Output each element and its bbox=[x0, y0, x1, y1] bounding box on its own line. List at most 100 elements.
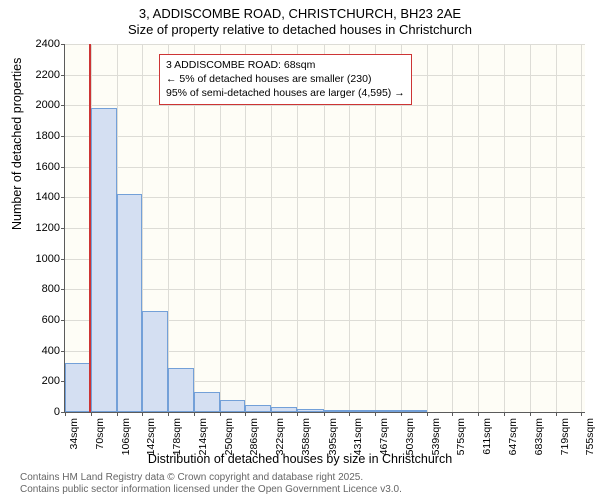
x-tick-label: 503sqm bbox=[404, 418, 416, 455]
histogram-bar bbox=[194, 392, 220, 412]
histogram-bar bbox=[220, 400, 246, 412]
x-tick-mark bbox=[581, 412, 582, 416]
x-tick-mark bbox=[375, 412, 376, 416]
chart-container: 3, ADDISCOMBE ROAD, CHRISTCHURCH, BH23 2… bbox=[0, 0, 600, 500]
y-tick-label: 1400 bbox=[20, 191, 60, 203]
y-tick-label: 200 bbox=[20, 375, 60, 387]
x-tick-mark bbox=[452, 412, 453, 416]
x-tick-mark bbox=[65, 412, 66, 416]
x-tick-mark bbox=[427, 412, 428, 416]
y-tick-label: 1600 bbox=[20, 161, 60, 173]
gridline-v bbox=[478, 44, 479, 412]
x-tick-label: 34sqm bbox=[68, 418, 80, 450]
y-tick-mark bbox=[61, 44, 65, 45]
y-axis-label: Number of detached properties bbox=[10, 58, 24, 230]
histogram-bar bbox=[245, 405, 271, 412]
y-tick-mark bbox=[61, 259, 65, 260]
x-tick-mark bbox=[556, 412, 557, 416]
x-tick-mark bbox=[504, 412, 505, 416]
gridline-v bbox=[452, 44, 453, 412]
x-tick-label: 431sqm bbox=[352, 418, 364, 455]
x-tick-label: 683sqm bbox=[533, 418, 545, 455]
y-tick-mark bbox=[61, 351, 65, 352]
x-tick-label: 395sqm bbox=[327, 418, 339, 455]
gridline-v bbox=[427, 44, 428, 412]
y-tick-label: 2400 bbox=[20, 38, 60, 50]
x-tick-label: 142sqm bbox=[145, 418, 157, 455]
x-tick-mark bbox=[324, 412, 325, 416]
x-tick-mark bbox=[194, 412, 195, 416]
x-tick-label: 214sqm bbox=[197, 418, 209, 455]
y-tick-label: 600 bbox=[20, 314, 60, 326]
y-tick-mark bbox=[61, 289, 65, 290]
x-tick-label: 322sqm bbox=[274, 418, 286, 455]
x-tick-label: 647sqm bbox=[507, 418, 519, 455]
y-tick-mark bbox=[61, 320, 65, 321]
marker-line bbox=[89, 44, 91, 412]
histogram-bar bbox=[142, 311, 168, 412]
y-tick-label: 1000 bbox=[20, 253, 60, 265]
y-tick-label: 400 bbox=[20, 345, 60, 357]
gridline-v bbox=[556, 44, 557, 412]
x-tick-label: 467sqm bbox=[378, 418, 390, 455]
plot-area: 3 ADDISCOMBE ROAD: 68sqm← 5% of detached… bbox=[64, 44, 585, 413]
y-tick-mark bbox=[61, 228, 65, 229]
legend-line: ← 5% of detached houses are smaller (230… bbox=[166, 72, 405, 86]
y-tick-mark bbox=[61, 167, 65, 168]
y-tick-label: 0 bbox=[20, 406, 60, 418]
y-tick-label: 1800 bbox=[20, 130, 60, 142]
x-tick-label: 575sqm bbox=[455, 418, 467, 455]
x-tick-label: 250sqm bbox=[223, 418, 235, 455]
y-tick-mark bbox=[61, 75, 65, 76]
y-tick-label: 800 bbox=[20, 283, 60, 295]
x-tick-label: 286sqm bbox=[248, 418, 260, 455]
legend-line: 3 ADDISCOMBE ROAD: 68sqm bbox=[166, 58, 405, 72]
y-tick-mark bbox=[61, 105, 65, 106]
y-tick-mark bbox=[61, 197, 65, 198]
x-tick-label: 719sqm bbox=[559, 418, 571, 455]
histogram-bar bbox=[91, 108, 117, 412]
histogram-bar bbox=[65, 363, 91, 412]
y-tick-mark bbox=[61, 136, 65, 137]
y-tick-label: 1200 bbox=[20, 222, 60, 234]
x-tick-mark bbox=[245, 412, 246, 416]
histogram-bar bbox=[401, 410, 427, 412]
chart-title-main: 3, ADDISCOMBE ROAD, CHRISTCHURCH, BH23 2… bbox=[0, 6, 600, 21]
x-tick-label: 70sqm bbox=[94, 418, 106, 450]
x-tick-mark bbox=[220, 412, 221, 416]
histogram-bar bbox=[349, 410, 375, 412]
x-tick-label: 358sqm bbox=[300, 418, 312, 455]
histogram-bar bbox=[117, 194, 143, 412]
histogram-bar bbox=[271, 407, 297, 412]
x-tick-label: 106sqm bbox=[120, 418, 132, 455]
histogram-bar bbox=[168, 368, 194, 412]
x-tick-mark bbox=[91, 412, 92, 416]
x-tick-mark bbox=[349, 412, 350, 416]
x-tick-mark bbox=[168, 412, 169, 416]
footer-text: Contains HM Land Registry data © Crown c… bbox=[20, 472, 402, 496]
gridline-v bbox=[581, 44, 582, 412]
x-tick-label: 539sqm bbox=[430, 418, 442, 455]
x-tick-mark bbox=[478, 412, 479, 416]
gridline-v bbox=[504, 44, 505, 412]
legend-line: 95% of semi-detached houses are larger (… bbox=[166, 86, 405, 100]
histogram-bar bbox=[297, 409, 324, 412]
x-tick-label: 611sqm bbox=[481, 418, 493, 455]
x-tick-label: 755sqm bbox=[584, 418, 596, 455]
x-tick-mark bbox=[401, 412, 402, 416]
footer-line-1: Contains HM Land Registry data © Crown c… bbox=[20, 472, 402, 484]
x-tick-mark bbox=[271, 412, 272, 416]
y-tick-label: 2000 bbox=[20, 99, 60, 111]
x-tick-mark bbox=[297, 412, 298, 416]
histogram-bar bbox=[324, 410, 350, 412]
x-tick-mark bbox=[117, 412, 118, 416]
legend-box: 3 ADDISCOMBE ROAD: 68sqm← 5% of detached… bbox=[159, 54, 412, 105]
x-tick-mark bbox=[142, 412, 143, 416]
gridline-v bbox=[530, 44, 531, 412]
y-tick-label: 2200 bbox=[20, 69, 60, 81]
chart-title-sub: Size of property relative to detached ho… bbox=[0, 22, 600, 37]
footer-line-2: Contains public sector information licen… bbox=[20, 484, 402, 496]
histogram-bar bbox=[375, 410, 401, 412]
x-tick-mark bbox=[530, 412, 531, 416]
x-tick-label: 178sqm bbox=[171, 418, 183, 455]
